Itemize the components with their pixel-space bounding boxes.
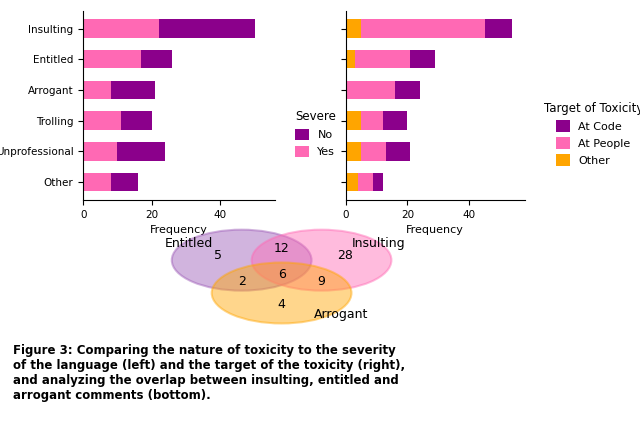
Bar bbox=[159, 19, 255, 38]
Bar bbox=[373, 173, 383, 191]
Text: 4: 4 bbox=[278, 298, 285, 311]
Bar bbox=[83, 142, 118, 161]
Text: 5: 5 bbox=[214, 249, 222, 262]
Bar bbox=[346, 142, 361, 161]
Text: 2: 2 bbox=[237, 275, 246, 288]
Bar bbox=[395, 81, 420, 99]
Bar bbox=[83, 19, 159, 38]
Bar bbox=[361, 19, 484, 38]
Bar bbox=[346, 111, 361, 130]
Text: 12: 12 bbox=[274, 242, 289, 255]
Legend: At Code, At People, Other: At Code, At People, Other bbox=[540, 97, 640, 170]
Text: 28: 28 bbox=[337, 249, 353, 262]
Bar bbox=[346, 81, 395, 99]
Bar bbox=[361, 142, 386, 161]
Text: Figure 3: Comparing the nature of toxicity to the severity
of the language (left: Figure 3: Comparing the nature of toxici… bbox=[13, 344, 405, 402]
Bar bbox=[361, 111, 383, 130]
Bar bbox=[484, 19, 513, 38]
Text: 6: 6 bbox=[278, 268, 285, 281]
Bar bbox=[346, 173, 358, 191]
Bar bbox=[410, 50, 435, 68]
Text: Arrogant: Arrogant bbox=[314, 307, 369, 321]
Ellipse shape bbox=[212, 262, 351, 323]
Bar bbox=[383, 111, 408, 130]
Bar bbox=[118, 142, 166, 161]
Text: Entitled: Entitled bbox=[164, 237, 212, 250]
Bar bbox=[83, 173, 111, 191]
Bar bbox=[111, 173, 138, 191]
Text: Insulting: Insulting bbox=[351, 237, 405, 250]
Ellipse shape bbox=[172, 230, 312, 291]
Bar bbox=[83, 111, 121, 130]
Text: 9: 9 bbox=[317, 275, 326, 288]
Bar bbox=[355, 50, 410, 68]
Bar bbox=[358, 173, 373, 191]
Bar bbox=[386, 142, 410, 161]
Bar bbox=[121, 111, 152, 130]
Bar bbox=[346, 19, 361, 38]
Bar bbox=[83, 50, 141, 68]
Bar bbox=[346, 50, 355, 68]
X-axis label: Frequency: Frequency bbox=[406, 225, 464, 235]
Bar bbox=[141, 50, 172, 68]
Legend: No, Yes: No, Yes bbox=[291, 106, 340, 162]
Bar bbox=[83, 81, 111, 99]
Ellipse shape bbox=[252, 230, 392, 291]
Bar bbox=[111, 81, 155, 99]
X-axis label: Frequency: Frequency bbox=[150, 225, 208, 235]
